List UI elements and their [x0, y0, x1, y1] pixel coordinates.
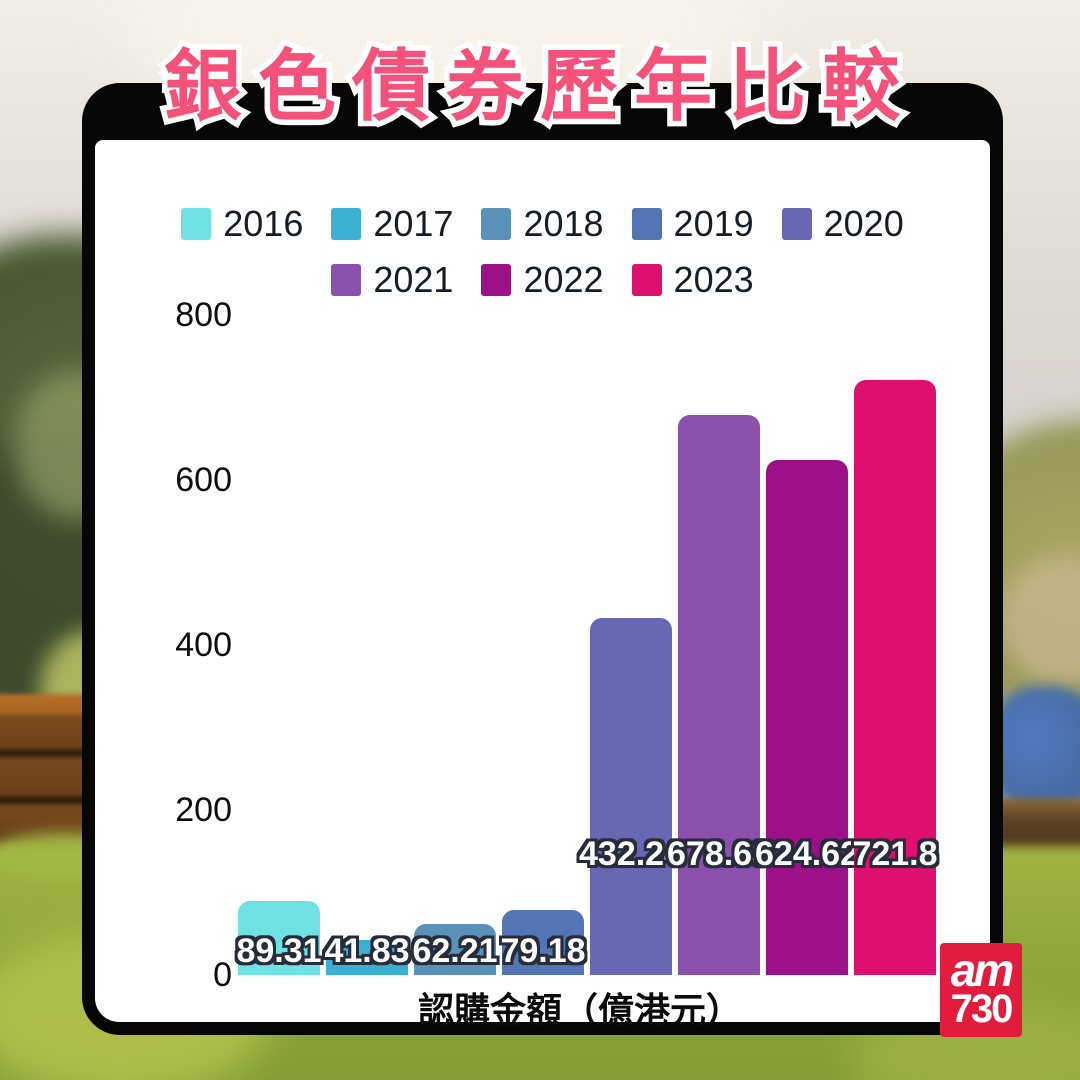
bar-2017 [326, 940, 408, 975]
bar-value-label: 432.24 [579, 835, 683, 873]
legend-item-2023: 2023 [631, 259, 754, 300]
bar-2018 [414, 923, 496, 975]
title-banner: 銀色債券歷年比較 銀色債券歷年比較 [0, 37, 1080, 160]
x-axis-title: 認購金額（億港元） [417, 990, 742, 1031]
bar-value-label: 89.31 [236, 932, 322, 970]
y-axis-tick-label: 800 [175, 296, 232, 334]
legend-swatch [631, 208, 662, 240]
legend-item-label: 2023 [673, 259, 754, 300]
legend-swatch [331, 208, 362, 240]
bar-value-label: 62.21 [412, 932, 498, 970]
bar-value-label: 41.83 [324, 932, 410, 970]
page-title-outline: 銀色債券歷年比較 [158, 37, 917, 136]
y-axis-tick-label: 200 [175, 791, 232, 829]
logo-line-730: 730 [950, 986, 1014, 1031]
legend-swatch [631, 264, 662, 296]
legend-row: 2016 2017 2018 2019 2020 [95, 203, 990, 245]
y-axis-tick-label: 600 [175, 461, 232, 499]
legend-item-2017: 2017 [331, 206, 453, 242]
legend-swatch [481, 208, 512, 240]
bar-2022 [766, 459, 848, 975]
am730-logo: am 730 [940, 943, 1022, 1037]
legend-item-label: 2017 [373, 203, 454, 244]
legend-item-label: 2016 [223, 203, 304, 244]
legend-item-label: 2020 [823, 203, 904, 244]
legend-item-label: 2018 [523, 203, 604, 244]
legend-item-2019: 2019 [631, 203, 754, 244]
bar-value-label: 678.63 [667, 835, 771, 873]
logo-line-am: am [950, 944, 1015, 997]
bar-value-label: 79.18 [500, 932, 586, 970]
page-title: 銀色債券歷年比較 [163, 42, 917, 130]
legend-item-label: 2022 [523, 259, 604, 300]
chart-legend: 2016 2017 2018 2019 2020 2021 2022 2023 [95, 203, 990, 315]
legend-swatch [781, 208, 812, 240]
legend-item-label: 2021 [373, 259, 454, 300]
bar-2023 [854, 379, 936, 975]
legend-item-2022: 2022 [481, 259, 604, 300]
y-axis-tick-label: 400 [175, 626, 232, 664]
bar-2016 [238, 901, 320, 975]
legend-item-label: 2019 [673, 203, 754, 244]
bar-2019 [502, 909, 584, 975]
legend-item-2018: 2018 [481, 203, 604, 244]
bar-2021 [678, 415, 760, 975]
legend-item-2021: 2021 [331, 262, 453, 298]
legend-swatch [481, 264, 512, 296]
legend-row: 2021 2022 2023 [95, 259, 990, 301]
legend-item-2020: 2020 [781, 203, 904, 244]
y-axis-tick-label: 0 [213, 956, 232, 994]
legend-swatch [181, 208, 212, 240]
bar-value-label: 721.8 [852, 835, 938, 873]
bar-2020 [590, 618, 672, 975]
legend-swatch [331, 264, 362, 296]
bar-value-label: 624.62 [755, 835, 859, 873]
legend-item-2016: 2016 [181, 206, 303, 242]
